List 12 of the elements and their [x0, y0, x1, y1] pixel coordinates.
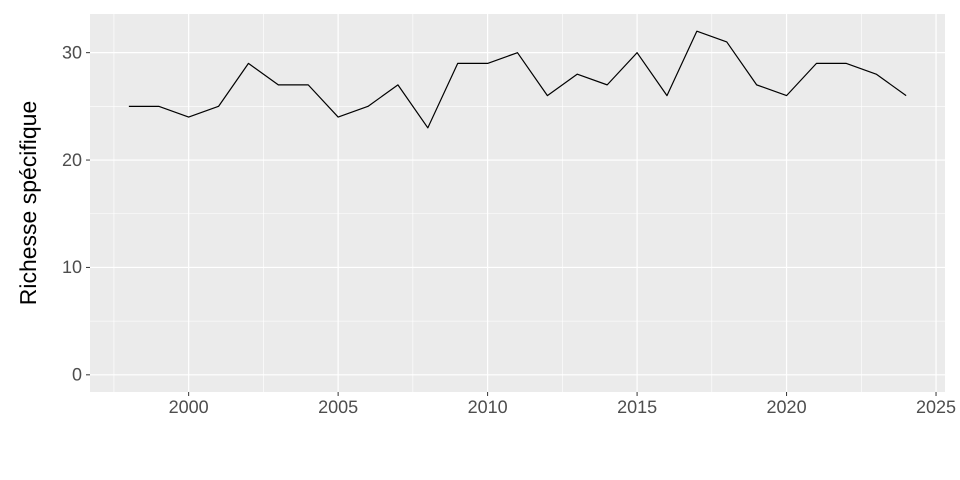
y-axis-title: Richesse spécifique [15, 100, 41, 306]
y-tick-label: 0 [72, 364, 82, 385]
x-tick-label: 2010 [468, 396, 508, 417]
x-tick-label: 2015 [617, 396, 658, 417]
x-tick-label: 2000 [168, 396, 209, 417]
y-tick-label: 20 [62, 150, 82, 170]
x-tick-label: 2025 [916, 396, 956, 417]
x-tick-label: 2005 [318, 396, 358, 417]
y-tick-label: 30 [62, 42, 82, 62]
line-series [128, 30, 907, 128]
x-tick-label: 2020 [766, 396, 807, 417]
y-tick-label: 10 [62, 257, 82, 278]
